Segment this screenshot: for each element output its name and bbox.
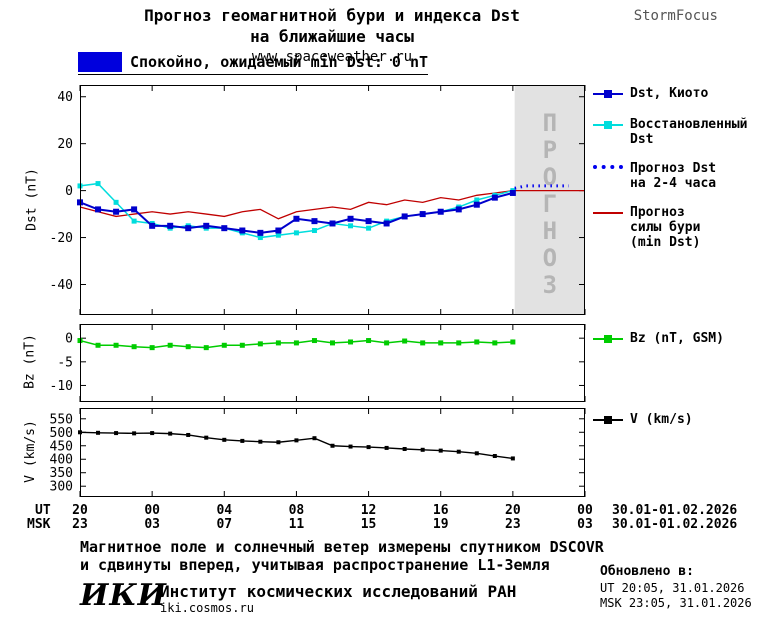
svg-text:300: 300 — [50, 480, 73, 495]
page-title: Прогноз геомагнитной бури и индекса Dst — [144, 6, 520, 25]
legend-label: Dst, Киото — [630, 86, 709, 101]
svg-text:-20: -20 — [50, 231, 73, 246]
brand-label: StormFocus — [633, 8, 718, 24]
legend-item-bz: Bz (nT, GSM) — [593, 331, 760, 346]
ut-date-range: 30.01-01.02.2026 — [612, 503, 738, 518]
svg-text:Р: Р — [543, 136, 557, 164]
svg-text:450: 450 — [50, 439, 73, 454]
x-tick-label: 19 — [432, 517, 449, 532]
msk-axis-row: MSK 30.01-01.02.2026 23 03 07 11 15 19 23 03 — [0, 517, 760, 532]
x-tick-label: 00 — [577, 503, 593, 518]
svg-text:350: 350 — [50, 466, 73, 481]
legend-label: Прогноз — [630, 205, 685, 220]
legend-label: Bz (nT, GSM) — [630, 331, 724, 346]
svg-text:-40: -40 — [50, 278, 73, 293]
svg-text:0: 0 — [65, 332, 73, 347]
x-tick-label: 03 — [144, 517, 160, 532]
svg-text:400: 400 — [50, 453, 73, 468]
bz-marker-icon — [593, 332, 623, 346]
ut-axis-row: UT 30.01-01.02.2026 20 00 04 08 12 16 20 00 — [0, 503, 760, 518]
svg-text:0: 0 — [65, 184, 73, 199]
x-tick-label: 07 — [216, 517, 233, 532]
legend-label: Восстановленный — [630, 117, 748, 132]
status-color-swatch — [78, 52, 122, 72]
svg-text:Г: Г — [543, 190, 557, 218]
svg-text:-10: -10 — [50, 379, 73, 394]
svg-text:О: О — [543, 163, 557, 191]
institute-name: Институт космических исследований РАН — [160, 582, 517, 601]
legend-item-restored-dst: Восстановленный Dst — [593, 117, 760, 147]
forecast-dst-marker-icon — [593, 162, 623, 176]
msk-row-label: MSK — [27, 517, 51, 532]
x-tick-label: 23 — [72, 517, 88, 532]
status-label: Спокойно, ожидаемый min Dst: 0 nT — [130, 53, 429, 71]
x-tick-label: 15 — [360, 517, 377, 532]
svg-text:Н: Н — [543, 217, 557, 245]
x-tick-label: 11 — [288, 517, 305, 532]
dst-axis-label: Dst (nT) — [24, 168, 40, 231]
x-tick-label: 08 — [288, 503, 305, 518]
svg-text:20: 20 — [57, 137, 73, 152]
svg-text:40: 40 — [57, 90, 73, 105]
legend-item-forecast-dst: Прогноз Dst на 2-4 часа — [593, 161, 760, 191]
iki-site-link[interactable]: iki.cosmos.ru — [160, 601, 254, 615]
svg-text:550: 550 — [50, 412, 73, 427]
iki-logo: ИКИ — [80, 578, 167, 613]
svg-text:500: 500 — [50, 426, 73, 441]
legend-label: (min Dst) — [630, 235, 701, 250]
x-tick-label: 23 — [505, 517, 521, 532]
x-tick-label: 04 — [216, 503, 233, 518]
note-line: и сдвинуты вперед, учитывая распростране… — [80, 556, 550, 574]
v-marker-icon — [593, 413, 623, 427]
bz-axis-label: Bz (nT) — [22, 334, 38, 389]
x-tick-label: 03 — [577, 517, 593, 532]
legend-label: на 2-4 часа — [630, 176, 717, 191]
legend-label: Прогноз Dst — [630, 161, 717, 176]
legend-item-dst-kyoto: Dst, Киото — [593, 86, 760, 101]
x-tick-label: 00 — [144, 503, 160, 518]
svg-text:-5: -5 — [57, 355, 73, 370]
svg-text:П: П — [543, 109, 557, 137]
dst-kyoto-marker-icon — [593, 87, 623, 101]
v-axis-label: V (km/s) — [23, 420, 38, 483]
data-source-note: Магнитное поле и солнечный ветер измерен… — [80, 538, 604, 574]
note-line: Магнитное поле и солнечный ветер измерен… — [80, 538, 604, 556]
updated-msk: MSK 23:05, 31.01.2026 — [600, 596, 752, 610]
updated-block: Обновлено в: UT 20:05, 31.01.2026 MSK 23… — [600, 564, 752, 611]
svg-text:З: З — [543, 271, 557, 299]
x-tick-label: 16 — [432, 503, 449, 518]
x-tick-label: 12 — [360, 503, 377, 518]
storm-status: Спокойно, ожидаемый min Dst: 0 nT — [78, 52, 429, 75]
legend-label: силы бури — [630, 220, 701, 235]
header: Прогноз геомагнитной бури и индекса Dst … — [0, 6, 664, 65]
svg-text:О: О — [543, 244, 557, 272]
page-title-line2: на ближайшие часы — [250, 27, 414, 46]
spaceweather-link[interactable]: www.spaceweather.ru — [251, 49, 413, 65]
bz-chart: 0 -5 -10 — [50, 324, 586, 402]
legend-label: V (km/s) — [630, 412, 693, 427]
restored-dst-marker-icon — [593, 118, 623, 132]
legend-item-v: V (km/s) — [593, 412, 760, 427]
storm-forecast-marker-icon — [593, 206, 623, 220]
updated-ut: UT 20:05, 31.01.2026 — [600, 581, 745, 595]
ut-row-label: UT — [35, 503, 51, 518]
x-tick-label: 20 — [505, 503, 521, 518]
x-tick-label: 20 — [72, 503, 88, 518]
msk-date-range: 30.01-01.02.2026 — [612, 517, 738, 532]
legend-item-storm-forecast: Прогноз силы бури (min Dst) — [593, 205, 760, 250]
legend-label: Dst — [630, 132, 654, 147]
updated-label: Обновлено в: — [600, 564, 694, 579]
